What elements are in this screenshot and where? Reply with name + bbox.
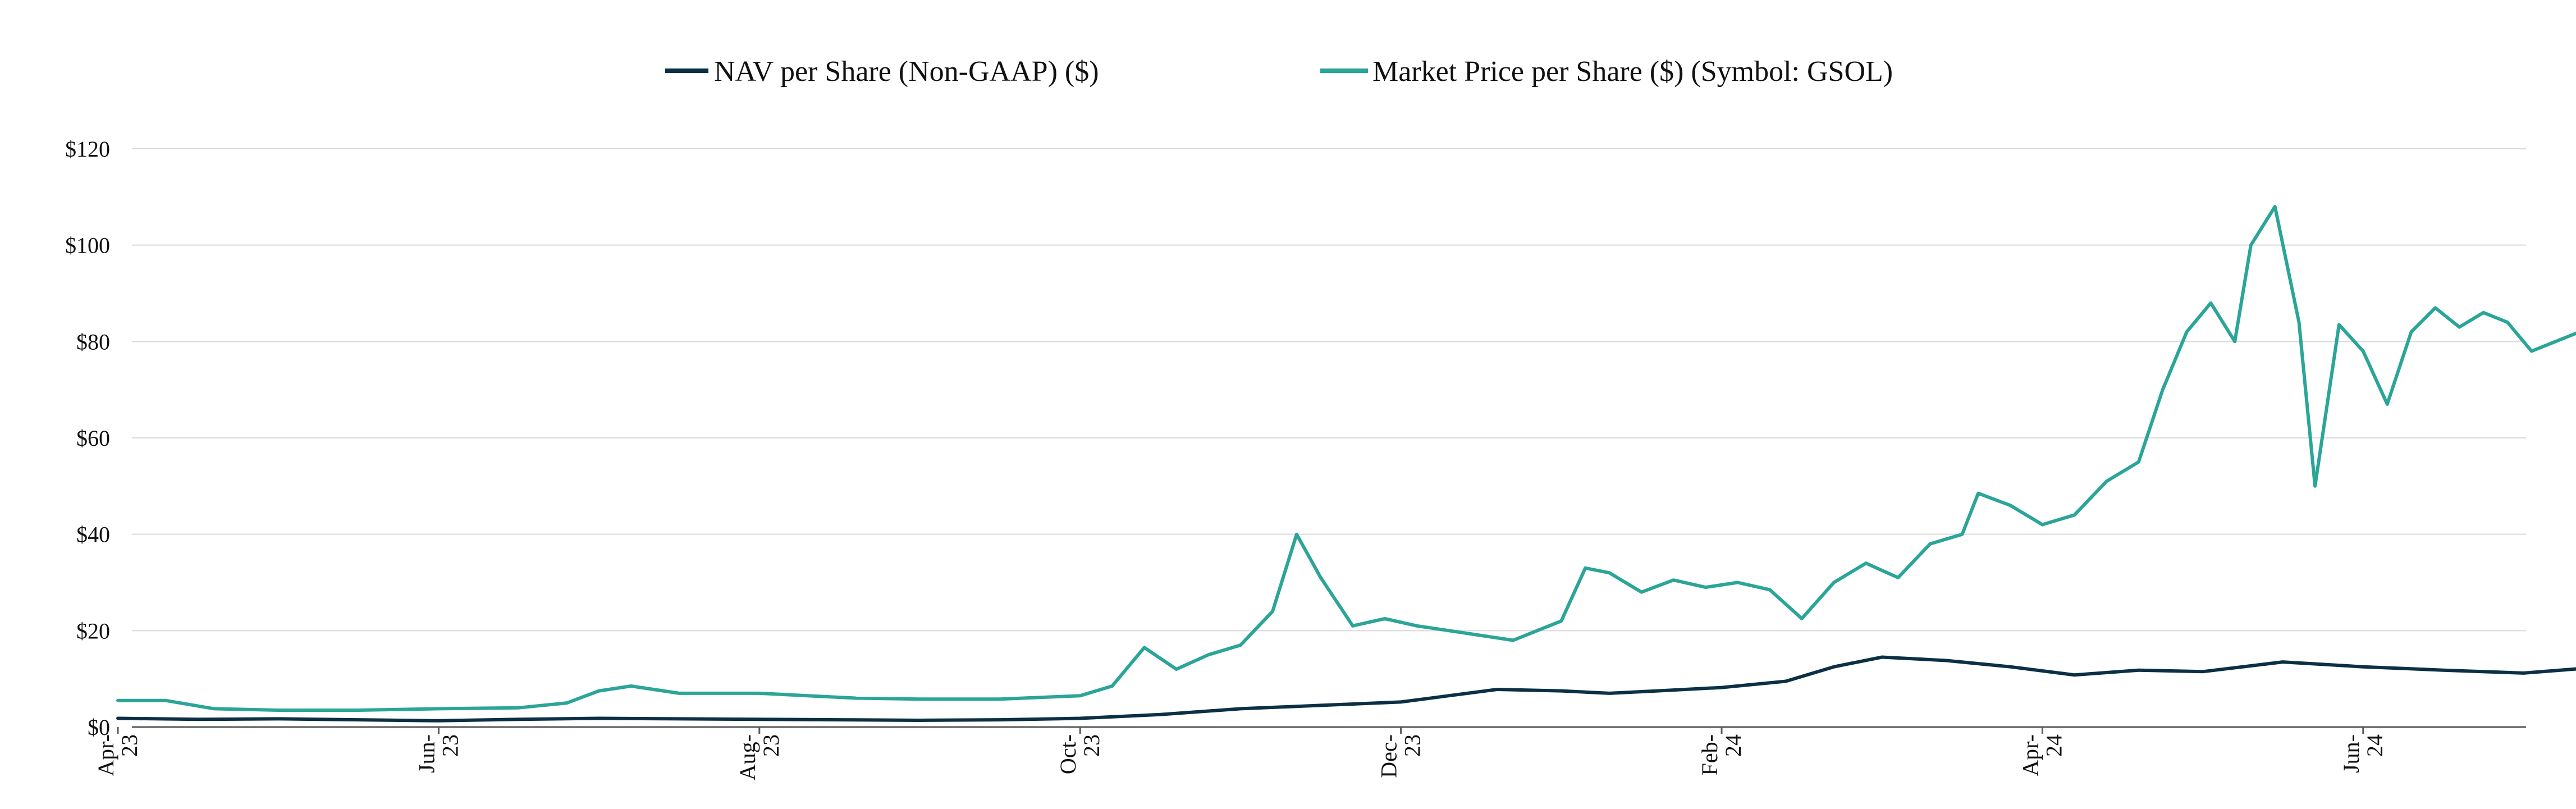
- y-axis-tick-labels: $0 $20 $40 $60 $80 $100 $120: [65, 136, 110, 740]
- y-tick-label: $60: [76, 426, 110, 451]
- x-tick-label: Apr-24: [2017, 734, 2066, 776]
- y-tick-label: $120: [65, 136, 110, 162]
- y-tick-label: $0: [88, 715, 110, 740]
- series-line-nav: [116, 655, 2576, 723]
- y-tick-label: $40: [76, 522, 110, 547]
- y-tick-label: $80: [76, 329, 110, 354]
- x-tick-label: Oct-23: [1055, 734, 1104, 774]
- gridlines: [132, 148, 2526, 632]
- x-tick-label: Jun-23: [414, 734, 463, 773]
- x-tick-label: Aug-23: [735, 734, 784, 780]
- x-tick-label: Feb-24: [1697, 734, 1746, 775]
- x-tick-label: Apr-23: [93, 734, 142, 776]
- x-axis-ticks: Apr-23 Jun-23 Aug-23 Oct-23 Dec-23 Feb-24 Apr-…: [93, 727, 2387, 780]
- y-tick-label: $100: [65, 233, 110, 258]
- legend-label-nav: NAV per Share (Non-GAAP) ($): [714, 56, 1099, 88]
- y-tick-label: $20: [76, 618, 110, 643]
- series-line-market-price: [116, 205, 2576, 712]
- legend: NAV per Share (Non-GAAP) ($) Market Pric…: [665, 56, 1893, 88]
- series-lines: [116, 205, 2576, 723]
- x-tick-label: Jun-24: [2339, 734, 2387, 773]
- x-tick-label: Dec-23: [1376, 734, 1425, 778]
- legend-label-market-price: Market Price per Share ($) (Symbol: GSOL…: [1372, 56, 1893, 88]
